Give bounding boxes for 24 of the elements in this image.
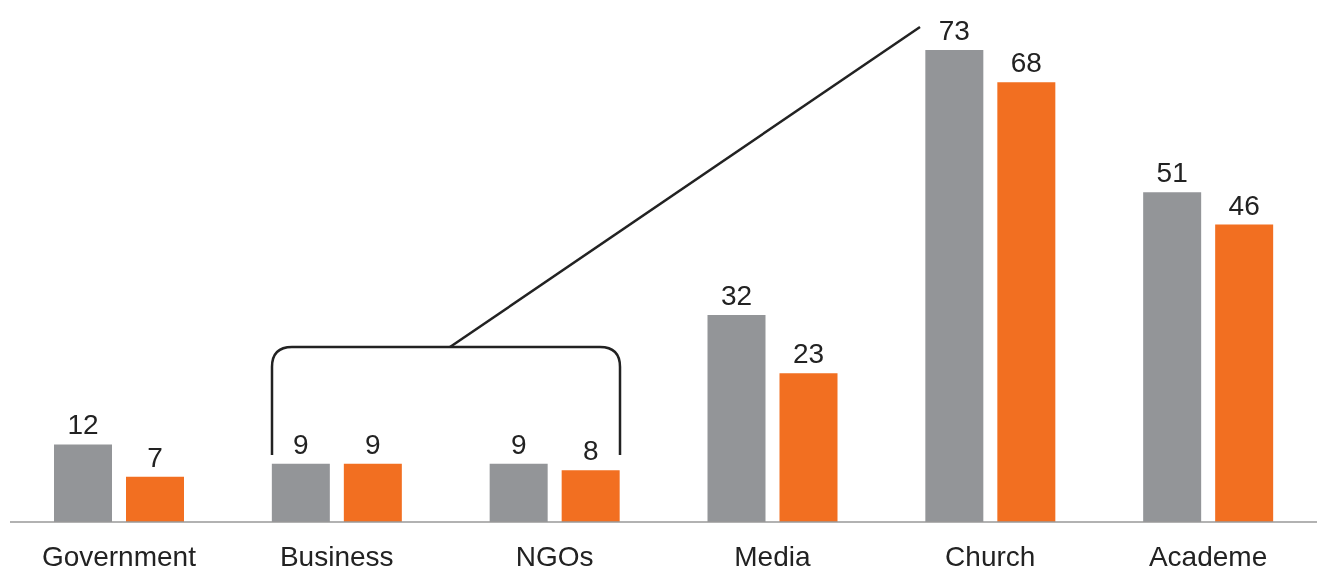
data-label: 32 (720, 280, 753, 312)
bar (343, 463, 402, 522)
data-label: 46 (1228, 189, 1260, 221)
x-tick-label: Business (279, 540, 394, 572)
x-tick-label: Government (41, 540, 197, 572)
bar (779, 373, 838, 522)
data-label: 51 (1156, 157, 1188, 189)
bar (997, 82, 1056, 522)
x-tick-label: Media (734, 540, 811, 572)
bar (1215, 224, 1274, 522)
data-label: 73 (938, 15, 970, 46)
x-tick-label: Academe (1148, 540, 1268, 572)
data-label: 9 (293, 428, 309, 460)
x-tick-label: Church (945, 540, 1036, 572)
data-label: 7 (147, 441, 163, 473)
bar (126, 476, 184, 522)
data-label: 8 (582, 435, 599, 467)
data-label: 9 (365, 428, 381, 460)
data-label: 23 (792, 338, 825, 370)
bar (561, 470, 620, 522)
data-label: 68 (1010, 47, 1042, 79)
data-label: 9 (510, 428, 527, 460)
data-label: 12 (67, 409, 99, 441)
x-tick-label: NGOs (515, 540, 594, 572)
